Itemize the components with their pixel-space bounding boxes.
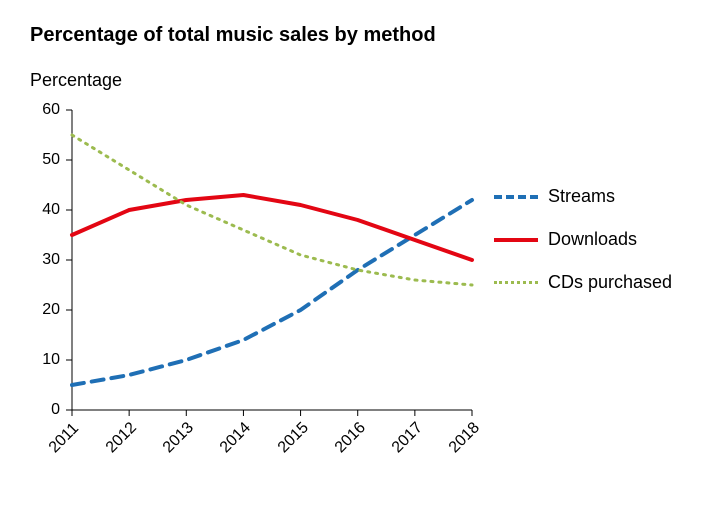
chart-svg	[72, 110, 472, 410]
y-tick-label: 60	[30, 101, 60, 119]
legend-label: CDs purchased	[548, 272, 672, 293]
plot-area	[72, 110, 472, 410]
x-tick-label: 2013	[160, 419, 198, 457]
x-tick-label: 2014	[217, 419, 255, 457]
y-tick-label: 10	[30, 351, 60, 369]
x-tick-label: 2012	[103, 419, 141, 457]
legend-swatch	[494, 238, 538, 242]
legend-label: Streams	[548, 186, 615, 207]
series-line	[72, 195, 472, 260]
legend-swatch	[494, 195, 538, 199]
legend-item: Streams	[494, 186, 672, 207]
legend: Streams Downloads CDs purchased	[494, 186, 672, 315]
x-tick-label: 2016	[331, 419, 369, 457]
y-tick-label: 40	[30, 201, 60, 219]
legend-swatch	[494, 281, 538, 284]
y-tick-label: 0	[30, 401, 60, 419]
x-tick-label: 2011	[46, 420, 83, 457]
chart-container: Percentage of total music sales by metho…	[0, 0, 726, 508]
y-tick-label: 20	[30, 301, 60, 319]
series-line	[72, 200, 472, 385]
y-axis-title: Percentage	[30, 70, 122, 91]
x-tick-label: 2018	[446, 419, 484, 457]
y-tick-label: 50	[30, 151, 60, 169]
legend-item: Downloads	[494, 229, 672, 250]
legend-item: CDs purchased	[494, 272, 672, 293]
x-tick-label: 2017	[389, 419, 427, 457]
x-tick-label: 2015	[274, 419, 312, 457]
legend-label: Downloads	[548, 229, 637, 250]
y-tick-label: 30	[30, 251, 60, 269]
chart-title: Percentage of total music sales by metho…	[30, 24, 436, 47]
